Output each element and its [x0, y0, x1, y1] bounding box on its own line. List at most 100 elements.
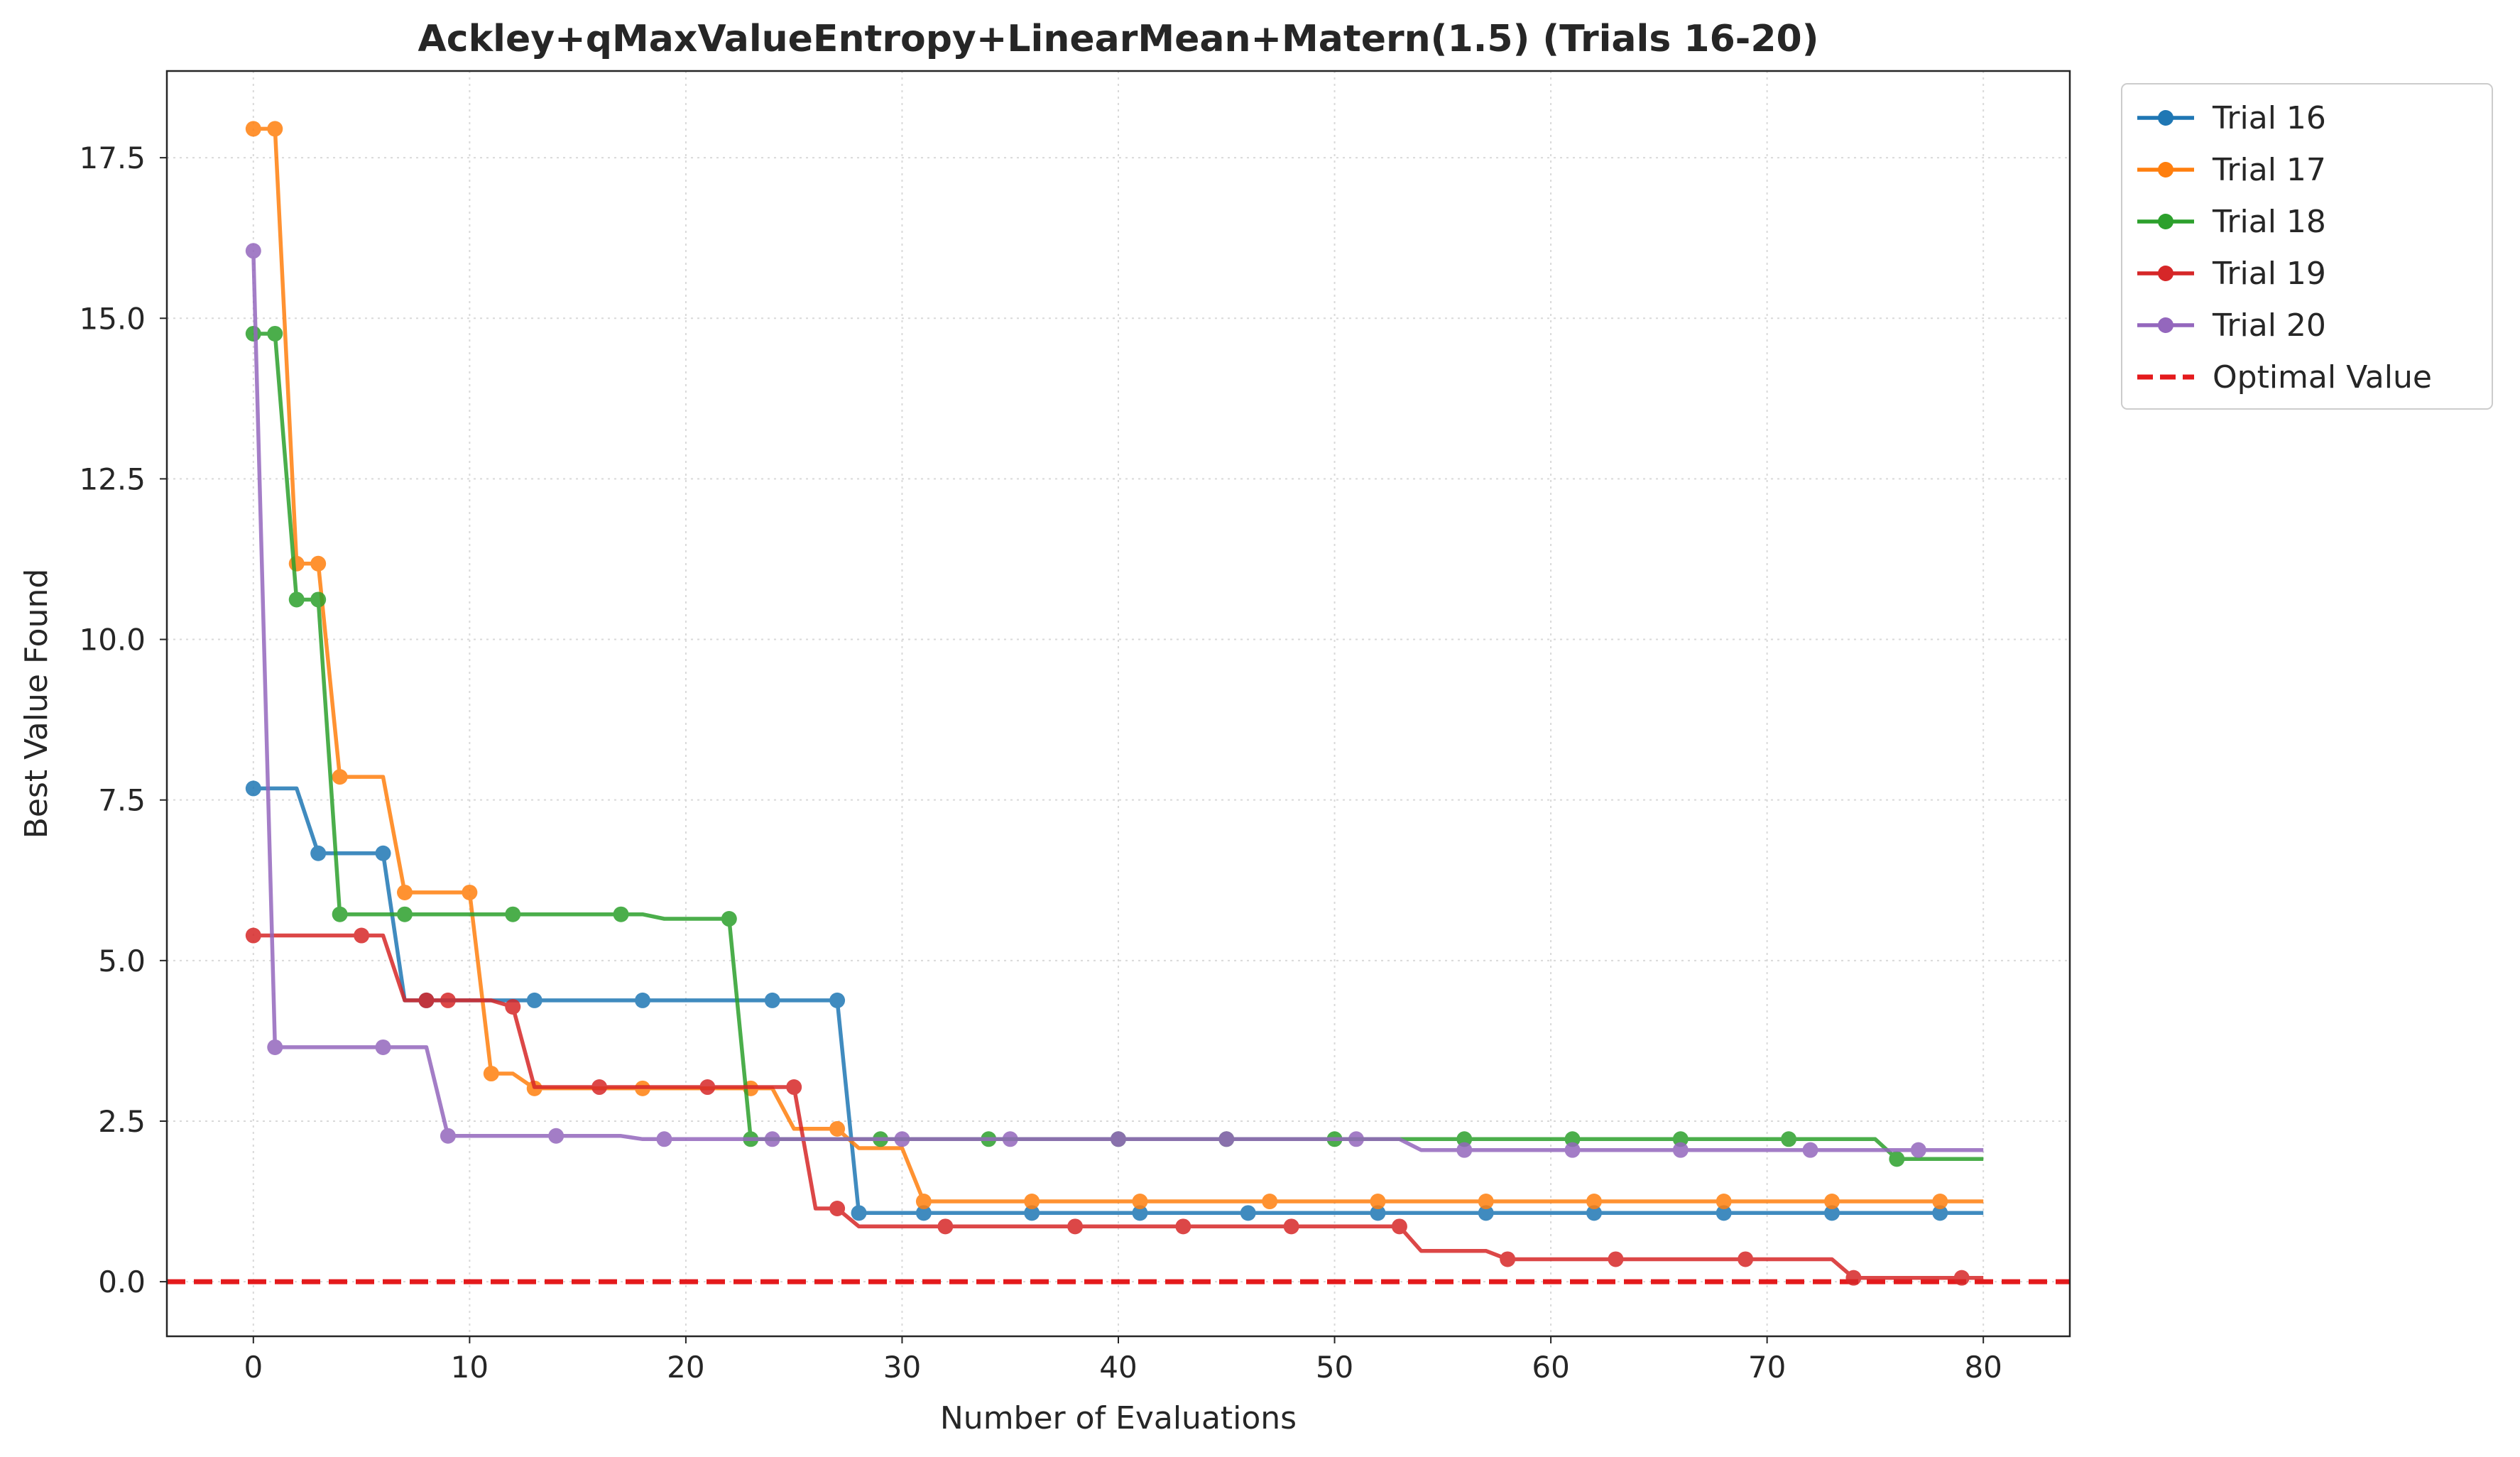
data-point: [1391, 1218, 1407, 1235]
data-point: [440, 992, 456, 1008]
data-point: [462, 884, 478, 900]
data-point: [1910, 1142, 1926, 1158]
legend-label: Trial 19: [2212, 256, 2326, 292]
data-point: [829, 1200, 846, 1216]
data-point: [1370, 1194, 1386, 1210]
data-point: [1932, 1205, 1948, 1221]
y-axis-label: Best Value Found: [18, 569, 55, 839]
legend-label: Trial 16: [2212, 100, 2326, 136]
x-tick-label: 0: [244, 1350, 263, 1385]
legend-entry: Trial 19: [2137, 256, 2326, 292]
legend-label: Trial 18: [2212, 204, 2326, 240]
series-line: [251, 251, 1984, 1152]
data-point: [548, 1128, 564, 1144]
data-point: [245, 780, 261, 797]
data-point: [1002, 1131, 1018, 1147]
data-point: [332, 769, 348, 785]
data-point: [851, 1205, 867, 1221]
data-point: [1586, 1205, 1602, 1221]
data-point: [1218, 1131, 1235, 1147]
data-point: [1456, 1142, 1473, 1158]
y-tick-label: 5.0: [98, 944, 146, 978]
data-point: [267, 121, 283, 137]
y-tick-label: 15.0: [79, 301, 146, 336]
data-point: [1024, 1194, 1040, 1210]
data-point: [829, 1120, 846, 1137]
x-tick-label: 10: [451, 1350, 489, 1385]
data-point: [1456, 1131, 1473, 1147]
legend-label: Optimal Value: [2213, 359, 2432, 395]
data-point: [310, 591, 327, 608]
data-point: [699, 1079, 716, 1096]
data-point: [505, 906, 521, 922]
legend-label: Trial 17: [2212, 152, 2326, 188]
data-point: [1738, 1251, 1754, 1267]
data-point: [245, 927, 261, 944]
legend-label: Trial 20: [2212, 307, 2326, 344]
y-tick-label: 7.5: [98, 783, 146, 818]
data-point: [1348, 1131, 1364, 1147]
y-tick-label: 10.0: [79, 623, 146, 657]
data-point: [440, 1128, 456, 1144]
x-axis: 0 10 20 30 40 50 60 70 80: [244, 1336, 2002, 1385]
data-point: [1953, 1270, 1970, 1286]
x-tick-label: 30: [883, 1350, 921, 1385]
data-point: [829, 992, 846, 1008]
data-point: [483, 1066, 499, 1082]
data-point: [354, 927, 370, 944]
data-point: [526, 992, 542, 1008]
data-point: [1586, 1194, 1602, 1210]
series-group: [245, 121, 1984, 1286]
data-point: [591, 1079, 608, 1096]
x-axis-label: Number of Evaluations: [940, 1400, 1297, 1436]
data-point: [1132, 1194, 1148, 1210]
legend-entry: Trial 17: [2137, 152, 2326, 188]
data-point: [1824, 1205, 1840, 1221]
chart-title: Ackley+qMaxValueEntropy+LinearMean+Mater…: [418, 18, 1819, 60]
data-point: [1802, 1142, 1818, 1158]
data-point: [764, 992, 780, 1008]
series-line: [253, 332, 1984, 1162]
data-point: [288, 591, 305, 608]
data-point: [1672, 1142, 1689, 1158]
data-point: [397, 884, 413, 900]
grid: [167, 71, 2070, 1336]
data-point: [1889, 1151, 1905, 1167]
legend-marker: [2158, 266, 2173, 281]
data-point: [375, 845, 391, 861]
data-point: [245, 243, 261, 259]
data-point: [332, 906, 348, 922]
y-tick-label: 17.5: [79, 141, 146, 175]
data-point: [245, 325, 261, 342]
legend-entry: Trial 16: [2137, 100, 2326, 136]
x-tick-label: 80: [1964, 1350, 2002, 1385]
data-point: [1500, 1251, 1516, 1267]
x-tick-label: 70: [1748, 1350, 1786, 1385]
data-point: [1132, 1205, 1148, 1221]
y-tick-label: 0.0: [98, 1265, 146, 1299]
y-axis: 0.0 2.5 5.0 7.5 10.0 12.5 15.0 17.5: [79, 141, 167, 1299]
data-point: [1111, 1131, 1126, 1147]
data-point: [1932, 1194, 1948, 1210]
data-point: [1478, 1205, 1494, 1221]
legend-marker: [2158, 110, 2173, 126]
data-point: [915, 1205, 932, 1221]
legend-entry: Trial 20: [2137, 307, 2326, 344]
data-point: [267, 325, 283, 342]
data-point: [937, 1218, 954, 1235]
data-point: [310, 845, 327, 861]
data-point: [894, 1131, 910, 1147]
data-point: [1067, 1218, 1084, 1235]
legend-marker: [2158, 317, 2173, 333]
data-point: [1781, 1131, 1797, 1147]
legend: Trial 16 Trial 17 Trial 18 Trial 19 Trial 20…: [2121, 83, 2493, 410]
data-point: [1262, 1194, 1278, 1210]
x-tick-label: 50: [1316, 1350, 1353, 1385]
legend-entry: Optimal Value: [2137, 359, 2432, 395]
data-point: [1564, 1142, 1581, 1158]
data-point: [721, 911, 737, 927]
data-point: [1845, 1270, 1862, 1286]
data-point: [1716, 1194, 1732, 1210]
data-point: [1608, 1251, 1624, 1267]
x-tick-label: 20: [667, 1350, 704, 1385]
